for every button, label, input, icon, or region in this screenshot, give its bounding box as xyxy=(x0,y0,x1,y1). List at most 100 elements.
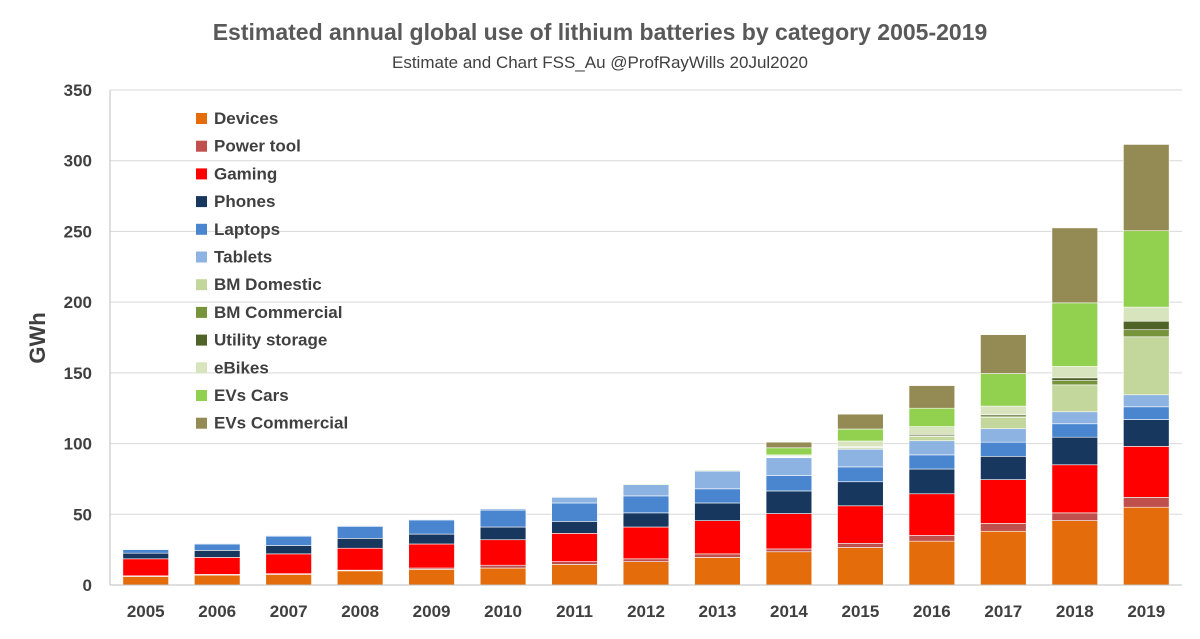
legend-item-label: EVs Commercial xyxy=(214,414,348,433)
bar-segment xyxy=(837,547,884,586)
legend-swatch xyxy=(196,390,207,401)
bar-segment xyxy=(765,513,813,550)
x-tick-label: 2012 xyxy=(627,602,665,621)
legend-item-label: Power tool xyxy=(214,137,301,156)
legend-swatch xyxy=(196,196,207,208)
bar-segment xyxy=(265,535,312,537)
axes: 0 50 100 150 200 250 300 350 2005 2006 2007 2008 200… xyxy=(64,81,1182,621)
bar-segment xyxy=(336,538,384,549)
bar-segment xyxy=(837,505,884,544)
bar-segment xyxy=(694,469,741,471)
bar-segment xyxy=(622,512,670,528)
bar-segment xyxy=(551,502,598,522)
bar-segment xyxy=(265,553,312,574)
bar-segment xyxy=(765,490,813,514)
bar-segment xyxy=(265,574,312,586)
legend-swatch xyxy=(196,417,207,429)
bar-segment xyxy=(408,543,455,569)
bar-segment xyxy=(194,542,241,545)
bar-segment xyxy=(980,428,1027,443)
bar-segment xyxy=(265,545,312,555)
chart-title: Estimated annual global use of lithium b… xyxy=(213,19,988,45)
bar-segment xyxy=(837,428,884,442)
y-tick-label: 50 xyxy=(73,505,92,524)
legend-item-label: Devices xyxy=(214,109,278,128)
bar-segment xyxy=(837,413,884,430)
legend-swatch xyxy=(196,251,207,263)
bar-segment xyxy=(479,509,527,528)
bar-segment xyxy=(1051,384,1098,413)
bar-segment xyxy=(1051,380,1098,386)
bar-segment xyxy=(694,557,741,586)
bar-segment xyxy=(1051,377,1098,381)
x-tick-label: 2019 xyxy=(1127,602,1165,621)
bar-segment xyxy=(1123,446,1170,498)
legend-swatch xyxy=(196,334,207,346)
x-tick-label: 2010 xyxy=(484,602,522,621)
bar-segment xyxy=(1051,436,1098,466)
bar-segment xyxy=(194,550,241,558)
bar-segment xyxy=(551,533,598,562)
bar-segment xyxy=(1051,512,1098,521)
bar-segment xyxy=(694,470,741,490)
bar-segment xyxy=(1051,366,1098,379)
bar-segment xyxy=(479,508,527,511)
bar-segment xyxy=(336,526,384,539)
y-tick-label: 300 xyxy=(64,152,92,171)
bar-segment xyxy=(765,441,813,449)
bar-segment xyxy=(122,552,169,560)
legend-item-label: Laptops xyxy=(214,220,280,239)
x-tick-label: 2005 xyxy=(127,602,165,621)
bar-segment xyxy=(908,440,956,456)
x-tick-label: 2009 xyxy=(413,602,451,621)
bar-segment xyxy=(694,488,741,504)
bar-segment xyxy=(765,551,813,586)
bar-segment xyxy=(908,454,956,470)
x-tick-label: 2014 xyxy=(770,602,808,621)
bar-segment xyxy=(837,481,884,507)
bar-segment xyxy=(336,570,384,586)
bar-segment xyxy=(980,479,1027,524)
bars xyxy=(122,144,1170,586)
legend-item-label: BM Commercial xyxy=(214,303,342,322)
legend-swatch xyxy=(196,113,207,124)
bar-segment xyxy=(980,417,1027,430)
bar-segment xyxy=(551,497,598,504)
bar-segment xyxy=(622,495,670,514)
bar-segment xyxy=(551,521,598,534)
bar-segment xyxy=(908,535,956,542)
bar-segment xyxy=(1123,394,1170,408)
bar-segment xyxy=(194,574,241,586)
bar-segment xyxy=(1123,506,1170,586)
bar-segment xyxy=(1051,520,1098,586)
bar-segment xyxy=(1051,423,1098,438)
bar-segment xyxy=(908,407,956,427)
bar-segment xyxy=(837,448,884,468)
bar-segment xyxy=(694,553,741,558)
legend-swatch xyxy=(196,140,207,152)
bar-segment xyxy=(122,558,169,577)
bar-segment xyxy=(980,405,1027,415)
bar-segment xyxy=(479,567,527,586)
bar-segment xyxy=(122,548,169,550)
bar-segment xyxy=(1051,227,1098,304)
legend: Devices Power tool Gaming Phones Laptops Tabl… xyxy=(196,109,348,433)
bar-segment xyxy=(122,576,169,586)
bar-segment xyxy=(980,455,1027,480)
bar-segment xyxy=(1123,320,1170,331)
bar-segment xyxy=(336,525,384,527)
gridlines xyxy=(110,89,1182,515)
bar-segment xyxy=(1123,497,1170,508)
bar-segment xyxy=(837,466,884,483)
bar-segment xyxy=(1123,419,1170,447)
bar-segment xyxy=(765,548,813,553)
bar-segment xyxy=(1123,406,1170,420)
legend-swatch xyxy=(196,306,207,318)
bar-segment xyxy=(1123,336,1170,396)
bar-segment xyxy=(694,502,741,521)
bar-segment xyxy=(908,436,956,442)
chart-subtitle: Estimate and Chart FSS_Au @ProfRayWills … xyxy=(392,53,808,72)
x-tick-label: 2013 xyxy=(699,602,737,621)
bar-segment xyxy=(622,561,670,586)
